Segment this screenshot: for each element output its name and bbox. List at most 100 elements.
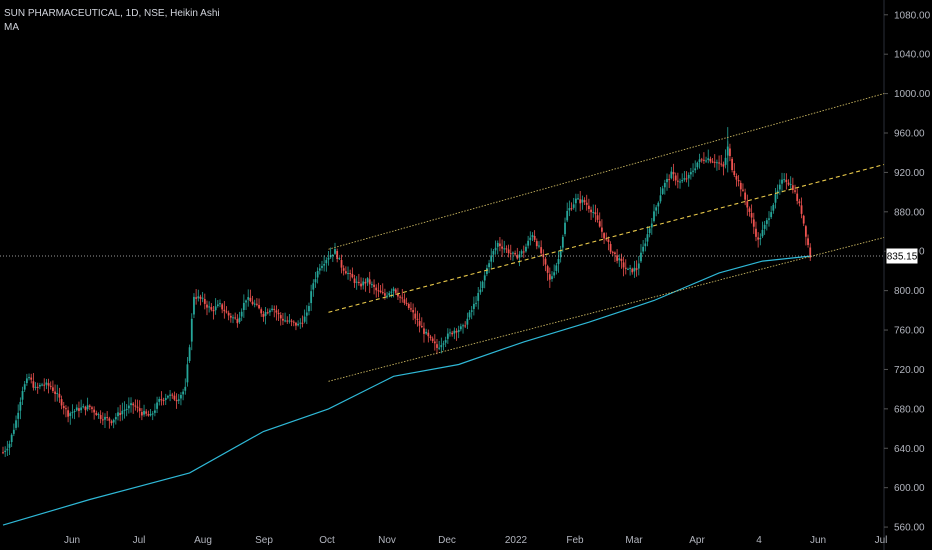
candle-body xyxy=(431,338,434,342)
candle-body xyxy=(544,258,547,265)
candle-body xyxy=(522,251,525,253)
candle-body xyxy=(327,257,330,260)
candle-body xyxy=(286,320,289,322)
candle-body xyxy=(21,390,24,400)
indicator-label[interactable]: MA xyxy=(4,22,19,33)
candle-body xyxy=(718,162,720,164)
candle-body xyxy=(117,412,119,417)
candle-body xyxy=(25,378,28,384)
candle-body xyxy=(755,228,757,237)
candle-body xyxy=(713,161,716,163)
candle-body xyxy=(216,304,219,306)
candle-body xyxy=(47,383,50,386)
candle-body xyxy=(190,318,193,342)
candle-body xyxy=(223,309,226,312)
candle-body xyxy=(193,296,195,315)
candle-body xyxy=(468,312,471,318)
candle-body xyxy=(282,318,284,321)
candle-body xyxy=(772,204,775,211)
candle-body xyxy=(694,168,697,171)
candle-body xyxy=(292,321,295,323)
candle-body xyxy=(663,182,666,188)
candle-body xyxy=(108,418,111,421)
candle-body xyxy=(269,310,271,313)
candle-body xyxy=(301,322,304,324)
candle-body xyxy=(38,384,41,387)
candle-body xyxy=(707,158,710,161)
candle-body xyxy=(700,159,703,161)
candle-body xyxy=(705,160,707,162)
candle-body xyxy=(295,322,297,326)
candle-body xyxy=(373,284,375,287)
candle-body xyxy=(453,330,456,334)
candle-body xyxy=(10,434,13,443)
candle-body xyxy=(245,300,247,303)
candle-body xyxy=(716,162,718,164)
candle-body xyxy=(6,448,9,451)
candle-body xyxy=(136,406,139,408)
candle-body xyxy=(360,283,362,287)
candle-body xyxy=(657,202,660,207)
candle-body xyxy=(499,243,501,247)
candle-body xyxy=(158,399,161,402)
candle-body xyxy=(735,175,738,180)
candle-body xyxy=(503,248,506,250)
candle-body xyxy=(459,326,462,330)
candle-body xyxy=(418,321,421,326)
candle-body xyxy=(559,250,562,258)
candle-body xyxy=(321,265,323,268)
candle-body xyxy=(466,318,469,325)
candle-body xyxy=(338,258,341,260)
candle-body xyxy=(807,238,809,245)
candle-body xyxy=(555,265,558,271)
candle-body xyxy=(69,413,72,416)
candle-body xyxy=(416,318,419,320)
candle-body xyxy=(12,429,15,434)
candle-body xyxy=(401,297,404,299)
candle-body xyxy=(496,242,499,247)
candle-body xyxy=(310,291,313,304)
candle-body xyxy=(548,274,551,280)
candle-body xyxy=(592,211,595,213)
candle-body xyxy=(219,303,221,305)
candle-body xyxy=(381,292,384,294)
candle-body xyxy=(414,313,417,319)
candle-body xyxy=(572,204,575,208)
candle-body xyxy=(750,213,753,218)
candle-body xyxy=(123,409,126,411)
candle-body xyxy=(349,273,352,275)
candle-body xyxy=(787,182,790,185)
candle-body xyxy=(277,312,280,315)
candle-body xyxy=(438,347,441,349)
candle-body xyxy=(212,309,215,312)
candle-body xyxy=(494,247,497,251)
candle-body xyxy=(316,271,319,278)
candle-body xyxy=(659,195,662,202)
candle-body xyxy=(679,181,681,183)
candle-body xyxy=(206,304,208,308)
candle-body xyxy=(492,251,495,255)
candle-body xyxy=(446,333,449,339)
candle-body xyxy=(344,271,347,274)
candle-body xyxy=(505,248,508,250)
candle-body xyxy=(796,193,799,201)
x-tick-label: Mar xyxy=(625,535,643,546)
candle-body xyxy=(433,341,436,344)
y-tick-label: 640.00 xyxy=(894,444,925,455)
candle-body xyxy=(119,412,122,416)
candle-body xyxy=(620,258,623,262)
candle-body xyxy=(540,247,543,254)
last-price-label: 835.15 xyxy=(887,252,918,263)
candle-body xyxy=(377,290,380,292)
y-tick-label: 960.00 xyxy=(894,129,925,140)
channel-upper-line xyxy=(328,93,885,250)
y-tick-label: 1000.00 xyxy=(894,89,931,100)
candle-body xyxy=(340,260,343,268)
candle-body xyxy=(104,416,106,420)
candle-body xyxy=(390,291,393,293)
y-tick-label: 1080.00 xyxy=(894,10,931,21)
candle-body xyxy=(765,220,768,224)
candle-body xyxy=(670,171,673,179)
channel-middle-line xyxy=(328,163,885,313)
